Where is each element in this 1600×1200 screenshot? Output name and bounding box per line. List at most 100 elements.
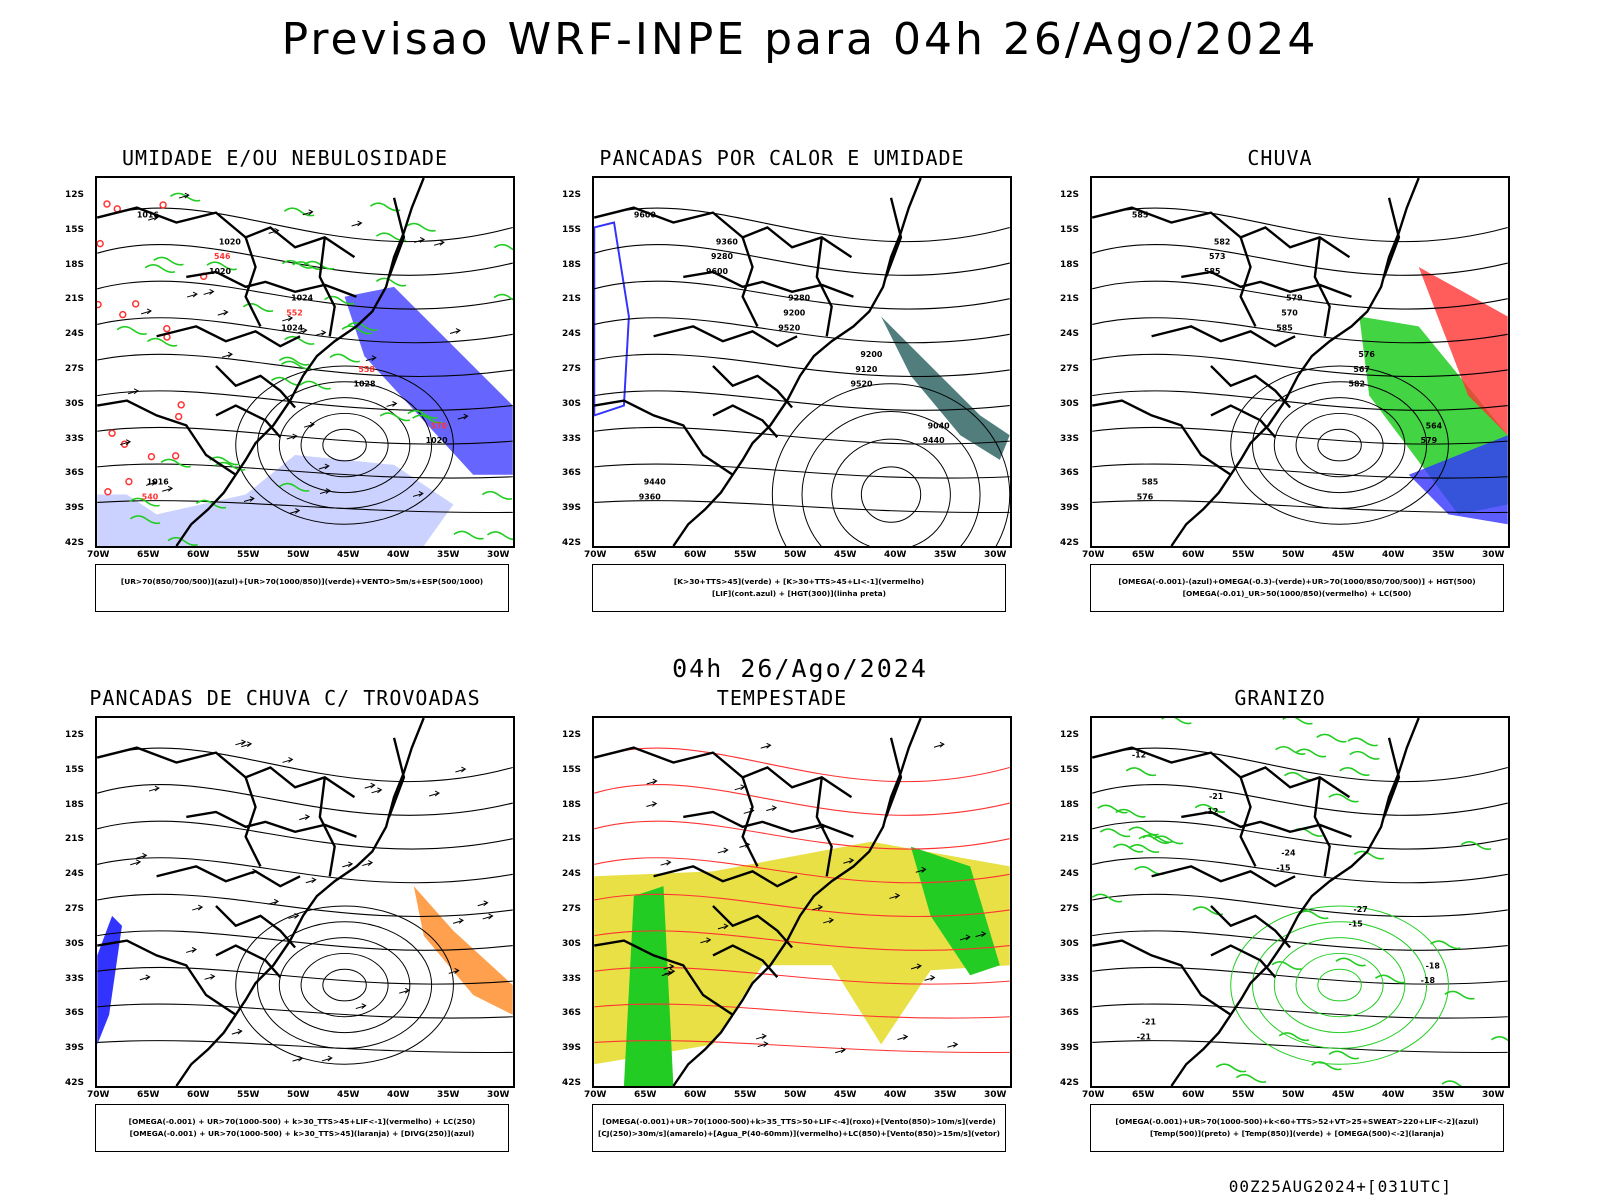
wind-arrow — [760, 742, 772, 749]
longitude-label: 35W — [934, 550, 957, 560]
wind-arrow — [924, 975, 936, 981]
moisture-contour — [129, 515, 161, 525]
latitude-label: 33S — [65, 973, 85, 984]
wind-field-green — [623, 886, 674, 1086]
contour-value-label: -15 — [1276, 863, 1290, 872]
country-border — [215, 404, 282, 438]
contour-value-label: -12 — [1204, 807, 1218, 816]
panel-legend: [OMEGA(-0.001)-(azul)+OMEGA(-0.3)-(verde… — [1090, 564, 1504, 612]
moisture-contour — [209, 456, 240, 466]
moisture-contour — [1099, 828, 1131, 838]
country-border — [712, 404, 779, 438]
contour-value-label: 585 — [1204, 267, 1221, 276]
latitude-label: 18S — [562, 799, 582, 810]
divergence-field — [97, 915, 122, 1045]
wind-arrow — [231, 1028, 243, 1035]
country-border — [1151, 325, 1296, 348]
moisture-contour — [1444, 990, 1475, 1000]
rain-field-blue — [1408, 435, 1508, 525]
latitude-label: 12S — [65, 190, 85, 200]
latitude-label: 15S — [562, 764, 582, 775]
contour-value-label: 1024 — [281, 323, 304, 332]
contour-line — [594, 1040, 1010, 1054]
moisture-contour — [1271, 961, 1302, 971]
panel-legend: [OMEGA(-0.001) + UR>70(1000-500) + k>30_… — [95, 1104, 509, 1152]
longitude-label: 55W — [1232, 1090, 1255, 1100]
wind-arrow — [947, 1041, 959, 1048]
thickness-marker — [103, 200, 111, 208]
contour-value-label: 1020 — [209, 267, 232, 276]
wind-arrow — [835, 1047, 847, 1054]
longitude-label: 45W — [1332, 550, 1355, 560]
country-border — [815, 237, 833, 337]
contour-value-label: 1016 — [147, 478, 170, 487]
latitude-label: 30S — [65, 938, 85, 949]
wind-arrow — [755, 1033, 767, 1040]
contour-value-label: 1020 — [426, 436, 449, 445]
contour-value-label: 1016 — [137, 211, 160, 220]
contour-value-label: 585 — [1132, 211, 1149, 220]
contour-value-label: 570 — [1281, 309, 1298, 318]
moisture-contour — [1138, 834, 1170, 844]
wind-arrow — [757, 1041, 769, 1048]
wind-arrow — [910, 963, 922, 970]
panel-title: TEMPESTADE — [716, 686, 848, 710]
longitude-label: 45W — [1332, 1090, 1355, 1100]
country-border — [741, 236, 759, 327]
latitude-label: 15S — [1060, 764, 1080, 775]
contour-line — [594, 966, 1010, 985]
longitude-label: 45W — [337, 550, 360, 560]
low-pressure-contour — [322, 968, 367, 1002]
latitude-label: 39S — [562, 503, 582, 514]
moisture-contour — [153, 256, 184, 266]
moisture-contour — [242, 303, 274, 313]
thickness-marker — [174, 412, 183, 421]
contour-value-label: 9360 — [716, 237, 739, 246]
wind-arrow — [453, 917, 464, 924]
wind-arrow — [386, 401, 398, 407]
latitude-label: 12S — [562, 730, 582, 740]
legend-line: [CJ(250)>30m/s](amarelo)+[Agua_P(40-60mm… — [598, 1129, 1000, 1138]
contour-line — [97, 244, 513, 276]
moisture-contour — [1275, 745, 1306, 755]
wind-arrow — [355, 1003, 367, 1010]
contour-value-label: 9040 — [928, 421, 951, 430]
contour-line — [594, 353, 1010, 378]
contour-line — [1092, 784, 1508, 816]
country-border — [884, 197, 903, 278]
country-border — [1210, 905, 1291, 949]
longitude-label: 35W — [1432, 1090, 1455, 1100]
thickness-marker — [97, 239, 104, 248]
moisture-contour — [1278, 1032, 1310, 1042]
latitude-label: 30S — [65, 398, 85, 409]
contour-value-label: 9360 — [639, 493, 662, 502]
low-pressure-contour — [1317, 428, 1362, 462]
country-border — [186, 810, 357, 838]
panel-title: PANCADAS POR CALOR E UMIDADE — [599, 146, 965, 170]
contour-line — [594, 390, 1010, 411]
wind-arrow — [482, 913, 494, 920]
low-pressure-contour — [300, 952, 389, 1018]
latitude-label: 21S — [562, 834, 582, 845]
longitude-label: 65W — [1132, 550, 1155, 560]
latitude-label: 30S — [1060, 398, 1080, 409]
country-border — [1092, 939, 1232, 1016]
contour-value-label: 585 — [1276, 323, 1293, 332]
moisture-contour — [1092, 893, 1123, 903]
contour-value-label: -27 — [1353, 905, 1367, 914]
coastline — [1170, 178, 1420, 546]
low-pressure-contour — [278, 397, 411, 494]
moisture-contour — [1349, 750, 1380, 760]
contour-line — [97, 784, 513, 816]
contour-value-label: 9520 — [850, 380, 873, 389]
wind-arrow — [812, 904, 824, 911]
low-pressure-contour — [1295, 412, 1384, 478]
wind-arrow — [321, 1055, 333, 1062]
map-svg — [594, 718, 1010, 1086]
latitude-label: 12S — [1060, 730, 1080, 740]
country-border — [1151, 865, 1296, 888]
low-pressure-contour — [235, 365, 454, 525]
low-pressure-contour — [1230, 365, 1449, 525]
wind-arrow — [342, 861, 354, 868]
longitude-label: 30W — [487, 550, 510, 560]
